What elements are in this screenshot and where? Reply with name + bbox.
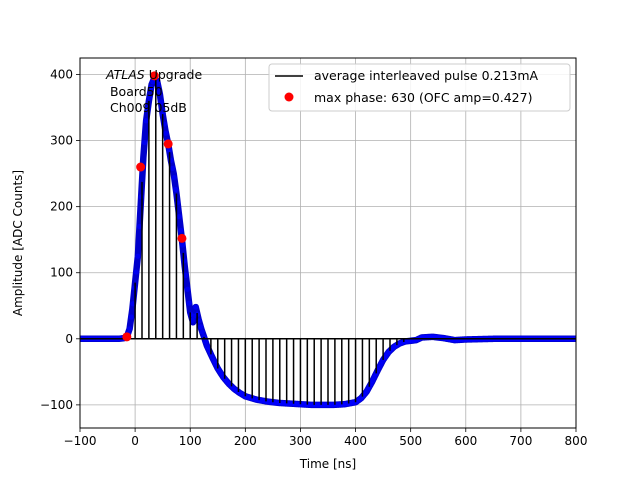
x-tick-label: 300: [289, 434, 312, 448]
pulse-point: [136, 223, 143, 230]
pulse-point: [143, 118, 149, 124]
x-tick-label: 200: [234, 434, 257, 448]
pulse-point: [189, 317, 196, 323]
x-tick-label: 0: [131, 434, 139, 448]
plot-frame: [79, 57, 577, 429]
y-tick-label: 400: [50, 68, 73, 82]
pulse-point: [176, 213, 182, 220]
pulse-point: [181, 258, 187, 264]
y-axis-label: Amplitude [ADC Counts]: [11, 170, 25, 316]
pulse-point: [171, 174, 177, 181]
x-axis-ticks: −100 0 100 200 300 400 500 600 700 800: [64, 428, 588, 448]
max-phase-marker: [149, 71, 159, 81]
pulse-point: [138, 194, 144, 200]
marker-layer: [122, 71, 187, 342]
annotation-line-2: Board50: [106, 84, 163, 99]
x-tick-label: 400: [344, 434, 367, 448]
average-pulse-stems: [80, 79, 576, 405]
pulse-point: [166, 147, 172, 154]
pulse-point: [193, 304, 199, 310]
max-phase-marker: [136, 162, 146, 172]
x-tick-label: 700: [509, 434, 532, 448]
pulse-point: [135, 253, 141, 259]
x-tick-label: 800: [565, 434, 588, 448]
legend-box: [268, 63, 571, 112]
pulse-point: [186, 300, 192, 306]
pulse-point: [148, 85, 154, 91]
legend-marker-swatch: [284, 92, 294, 102]
pulse-point: [178, 227, 184, 234]
annotation-atlas: ATLAS: [105, 67, 145, 82]
pulse-point: [133, 269, 139, 275]
x-tick-label: 500: [399, 434, 422, 448]
y-tick-label: 100: [50, 266, 73, 280]
pulse-point: [127, 326, 133, 332]
pulse-point: [130, 301, 136, 307]
pulse-point: [203, 339, 209, 345]
max-phase-marker: [163, 139, 173, 149]
pulse-point: [128, 314, 134, 320]
x-tick-label: 600: [454, 434, 477, 448]
y-tick-label: 300: [50, 134, 73, 148]
pulse-point: [183, 272, 189, 278]
pulse-point: [179, 242, 186, 248]
pulse-point: [163, 130, 169, 136]
annotation-upgrade: Upgrade: [145, 67, 203, 82]
max-phase-marker: [177, 233, 187, 243]
pulse-point: [146, 95, 153, 101]
plot-area: [80, 71, 576, 409]
y-tick-label: −100: [40, 398, 73, 412]
legend: average interleaved pulse 0.213mA max ph…: [268, 63, 571, 112]
max-phase-marker: [122, 332, 132, 342]
x-axis-label: Time [ns]: [299, 457, 356, 471]
pulse-point: [158, 99, 164, 105]
atlas-annotation: ATLAS Upgrade Board50 Ch009 05dB: [105, 67, 202, 115]
y-tick-label: 200: [50, 200, 73, 214]
x-tick-label: −100: [64, 434, 97, 448]
pulse-point: [169, 165, 176, 171]
y-tick-label: 0: [65, 332, 73, 346]
legend-entry-average-pulse: average interleaved pulse 0.213mA: [314, 68, 539, 83]
pulse-point: [184, 286, 191, 292]
annotation-line-3: Ch009 05dB: [106, 100, 187, 115]
x-tick-label: 100: [179, 434, 202, 448]
y-axis-ticks: −100 0 100 200 300 400: [40, 68, 80, 412]
pulse-point: [141, 139, 148, 146]
pulse-point: [198, 324, 204, 330]
legend-entry-max-phase: max phase: 630 (OFC amp=0.427): [314, 90, 532, 105]
pulse-point: [199, 329, 205, 335]
annotation-line-1: ATLAS Upgrade: [105, 67, 202, 82]
pulse-point: [156, 89, 162, 95]
pulse-point: [173, 186, 179, 193]
stem-layer: [80, 79, 576, 405]
